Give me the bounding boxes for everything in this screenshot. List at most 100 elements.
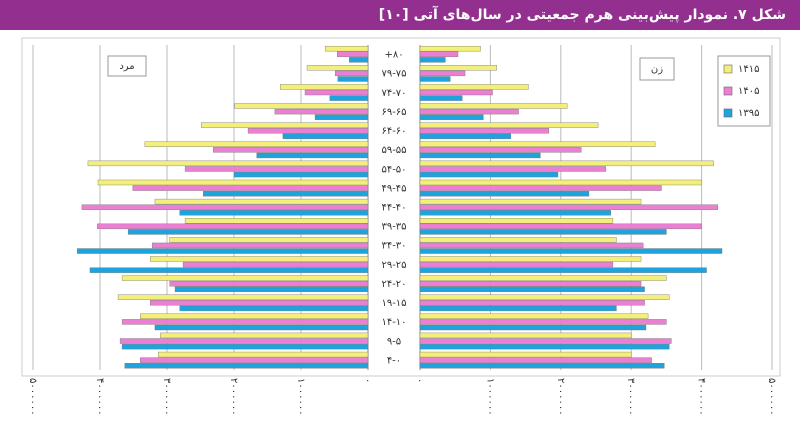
male-bar xyxy=(150,300,369,306)
female-bar xyxy=(419,363,665,369)
male-bar xyxy=(200,122,369,128)
male-bar xyxy=(127,229,369,235)
male-bar xyxy=(158,351,369,358)
category-label: ۲۹-۲۵ xyxy=(381,260,406,271)
female-bar xyxy=(419,357,652,363)
female-bar xyxy=(419,313,649,320)
female-bar xyxy=(419,89,493,96)
female-bar xyxy=(419,256,642,262)
legend-swatch xyxy=(723,86,733,96)
male-bar xyxy=(97,179,369,186)
female-bar xyxy=(419,70,466,77)
male-bar xyxy=(282,133,369,140)
left-label: مرد xyxy=(119,61,134,72)
female-bar xyxy=(419,152,541,159)
category-label: +۸۰ xyxy=(384,50,403,61)
female-bar xyxy=(419,171,559,178)
x-tick-label: ۰ xyxy=(362,378,373,383)
male-bar xyxy=(306,65,369,71)
female-bar xyxy=(419,242,644,249)
female-bar xyxy=(419,51,459,57)
male-bar xyxy=(169,280,369,287)
male-bar xyxy=(121,319,369,325)
category-label: ۴۹-۴۵ xyxy=(381,183,406,194)
female-bar xyxy=(419,294,670,300)
female-bar xyxy=(419,338,672,344)
female-bar xyxy=(419,343,670,350)
female-bar xyxy=(419,147,582,153)
legend-swatch xyxy=(723,64,733,74)
female-bar xyxy=(419,141,656,147)
category-label: ۵۴-۵۰ xyxy=(381,164,406,175)
category-label: ۳۹-۳۵ xyxy=(381,222,406,233)
male-bar xyxy=(87,160,369,167)
legend-swatch xyxy=(723,108,733,118)
female-bar xyxy=(419,305,617,312)
female-bar xyxy=(419,57,446,63)
female-bar xyxy=(419,319,667,325)
male-bar xyxy=(154,198,369,205)
female-bar xyxy=(419,332,632,339)
female-bar xyxy=(419,114,484,120)
male-bar xyxy=(349,57,369,63)
legend-label: ۱۳۹۵ xyxy=(738,108,759,119)
male-bar xyxy=(179,210,369,216)
x-tick-label: ۴۰۰۰۰۰۰ xyxy=(696,378,707,416)
legend-label: ۱۴۰۵ xyxy=(738,86,759,97)
category-label: ۴۴-۴۰ xyxy=(381,203,406,214)
male-bar xyxy=(150,256,369,262)
female-bar xyxy=(419,103,568,109)
x-tick-label: ۵۰۰۰۰۰۰ xyxy=(27,378,38,416)
female-bar xyxy=(419,122,599,128)
category-label: ۶۴-۶۰ xyxy=(381,126,406,137)
female-bar xyxy=(419,351,632,358)
x-tick-label: ۲۰۰۰۰۰۰ xyxy=(228,378,239,416)
male-bar xyxy=(81,204,369,210)
male-bar xyxy=(324,45,369,52)
category-label: ۹-۵ xyxy=(387,336,401,347)
male-bar xyxy=(280,84,369,90)
male-bar xyxy=(144,141,369,147)
female-bar xyxy=(419,300,645,306)
male-bar xyxy=(202,190,369,197)
male-bar xyxy=(304,89,369,96)
male-bar xyxy=(337,76,369,82)
female-bar xyxy=(419,84,529,90)
female-bar xyxy=(419,237,617,243)
female-bar xyxy=(419,65,497,71)
female-bar xyxy=(419,261,614,268)
side-label-box xyxy=(107,55,147,77)
male-bar xyxy=(256,152,369,159)
female-bar xyxy=(419,95,463,101)
male-bar xyxy=(314,114,369,120)
female-bar xyxy=(419,45,481,52)
right-label: زن xyxy=(651,64,663,75)
x-tick-label: ۱۰۰۰۰۰۰ xyxy=(295,378,306,416)
male-bar xyxy=(247,128,369,134)
male-bar xyxy=(124,363,369,369)
male-bar xyxy=(89,267,369,273)
female-bar xyxy=(419,190,590,197)
category-label: ۴-۰ xyxy=(387,355,401,366)
female-bar xyxy=(419,248,723,254)
female-bar xyxy=(419,179,702,186)
category-label: ۳۴-۳۰ xyxy=(381,241,406,252)
female-bar xyxy=(419,218,614,224)
female-bar xyxy=(419,286,645,292)
female-bar xyxy=(419,275,667,281)
legend-label: ۱۴۱۵ xyxy=(738,64,759,75)
male-bar xyxy=(274,108,369,115)
female-bar xyxy=(419,108,519,115)
x-tick-label: ۵۰۰۰۰۰۰ xyxy=(766,378,777,416)
male-bar xyxy=(160,332,369,339)
female-bar xyxy=(419,185,662,191)
female-bar xyxy=(419,198,642,205)
female-bar xyxy=(419,210,611,216)
male-bar xyxy=(139,313,369,320)
category-label: ۱۹-۱۵ xyxy=(381,298,406,309)
x-tick-label: ۰ xyxy=(414,378,425,383)
male-bar xyxy=(234,103,369,109)
male-bar xyxy=(77,248,369,254)
